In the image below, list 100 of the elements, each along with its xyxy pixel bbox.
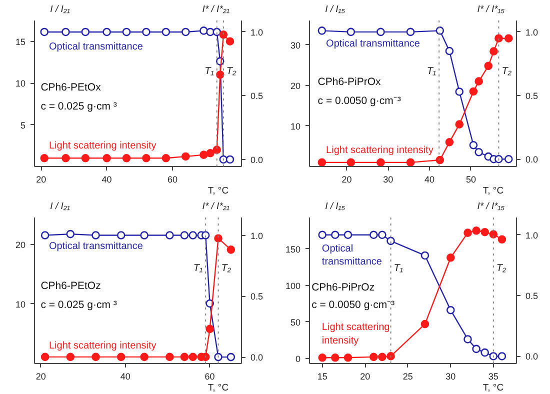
- point: [490, 47, 498, 56]
- x-tick-label: 20: [36, 372, 46, 382]
- series-label: Optical transmittance: [322, 243, 382, 268]
- point: [464, 335, 472, 344]
- point: [81, 154, 90, 162]
- point: [446, 306, 455, 314]
- point: [102, 28, 111, 36]
- y2-tick-label: 0.0: [250, 154, 264, 165]
- y-axis-title: I / I₁₅: [325, 200, 346, 212]
- point: [116, 352, 126, 362]
- y-tick-label: 5: [20, 120, 26, 130]
- point: [344, 230, 352, 239]
- point: [480, 228, 489, 236]
- point: [376, 28, 385, 36]
- point: [40, 28, 49, 36]
- ref-line-label: T₁: [426, 66, 436, 78]
- point: [318, 230, 326, 239]
- series-label: Optical transmittance: [48, 241, 144, 252]
- point: [318, 158, 326, 166]
- y-tick-label: 100: [285, 280, 301, 291]
- point: [484, 62, 492, 70]
- point: [474, 148, 483, 156]
- point: [226, 352, 236, 362]
- point: [66, 352, 75, 362]
- point: [494, 34, 503, 42]
- point: [226, 37, 234, 46]
- point: [406, 158, 415, 166]
- point: [318, 26, 326, 35]
- point: [445, 138, 454, 146]
- y-axis-title: I / I₂₁: [50, 200, 70, 212]
- ref-line-label: T₁: [394, 263, 404, 274]
- point: [378, 230, 386, 239]
- series-label: Light scattering intensity: [322, 322, 390, 346]
- x-tick-label: 30: [446, 372, 456, 382]
- x-tick-label: 25: [402, 372, 413, 382]
- point: [206, 28, 214, 36]
- point: [469, 87, 478, 96]
- annotation: CPh6-PEtOz: [40, 280, 101, 292]
- x-tick-label: 35: [488, 372, 498, 382]
- y-tick-label: 30: [290, 40, 301, 50]
- point: [346, 28, 356, 36]
- point: [92, 352, 100, 362]
- point: [181, 152, 190, 161]
- point: [436, 26, 444, 35]
- point: [455, 88, 464, 96]
- x-tick-label: 20: [360, 372, 370, 382]
- y-axis-title: I / I₂₁: [50, 4, 70, 15]
- y2-tick-label: 1.0: [526, 230, 538, 240]
- annotation: CPh6-PEtOx: [40, 82, 102, 94]
- ref-line-label: T₂: [502, 66, 512, 78]
- y-tick-label: 10: [15, 78, 26, 89]
- point: [498, 352, 506, 360]
- x-axis-title: T, °C: [208, 186, 229, 196]
- x-tick-label: 20: [36, 174, 46, 184]
- point: [212, 28, 222, 36]
- point: [406, 28, 415, 36]
- y2-axis-title: I* / I*₁₅: [477, 4, 505, 15]
- point: [226, 246, 236, 254]
- series-label: Light scattering intensity: [326, 144, 434, 156]
- y-tick-label: 15: [15, 36, 26, 47]
- point: [504, 154, 513, 164]
- x-tick-label: 20: [342, 174, 352, 184]
- y-tick-label: 10: [15, 299, 26, 310]
- point: [206, 324, 214, 334]
- point: [122, 154, 131, 162]
- point: [180, 231, 189, 240]
- point: [206, 149, 214, 158]
- point: [66, 230, 75, 238]
- point: [92, 231, 100, 240]
- point: [214, 234, 222, 242]
- x-tick-label: 30: [383, 174, 394, 184]
- y2-axis-title: I* / I*₂₁: [202, 4, 230, 15]
- point: [370, 352, 378, 362]
- point: [378, 352, 386, 362]
- x-axis-title: T, °C: [482, 186, 504, 196]
- point: [480, 348, 489, 357]
- y2-axis-title: I* / I*₁₅: [477, 200, 505, 212]
- point: [188, 352, 198, 362]
- x-tick-label: 15: [317, 372, 328, 382]
- point: [420, 320, 430, 328]
- point: [386, 352, 395, 360]
- point: [201, 231, 210, 240]
- point: [370, 230, 378, 239]
- point: [219, 30, 228, 39]
- y-tick-label: 10: [290, 121, 301, 132]
- point: [386, 236, 395, 246]
- point: [318, 354, 326, 362]
- point: [216, 70, 224, 79]
- point: [455, 120, 464, 128]
- ref-line-label: T₁: [204, 66, 214, 78]
- x-tick-label: 40: [102, 174, 112, 184]
- point: [166, 231, 174, 240]
- point: [212, 146, 222, 154]
- annotation: c = 0.025 g·cm ³: [40, 100, 118, 113]
- point: [331, 230, 340, 239]
- point: [166, 352, 174, 362]
- point: [142, 154, 150, 162]
- ref-line-label: T₂: [226, 66, 237, 78]
- point: [162, 28, 170, 36]
- point: [200, 150, 208, 159]
